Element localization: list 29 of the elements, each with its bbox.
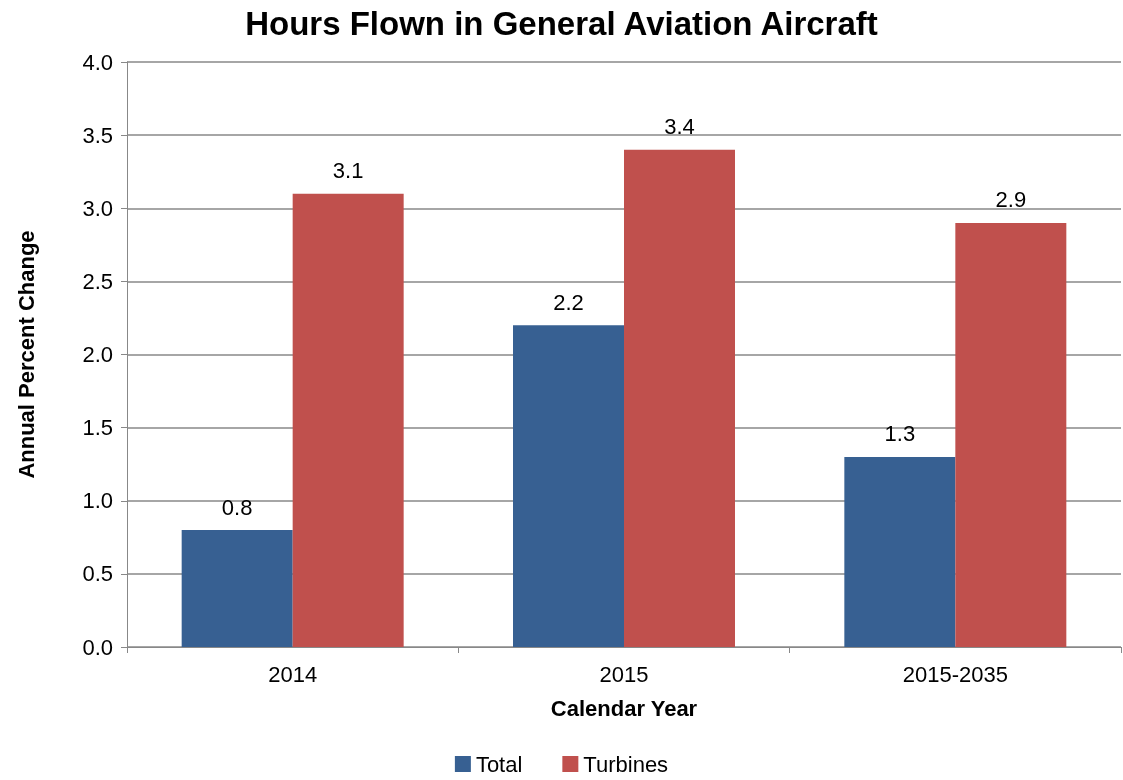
x-tick-label: 2015-2035 xyxy=(902,661,1008,687)
bar xyxy=(513,325,624,647)
bar xyxy=(181,530,293,647)
y-tick-label: 0.5 xyxy=(82,561,113,587)
y-tick-label: 3.0 xyxy=(82,195,113,221)
legend-label: Turbines xyxy=(583,751,669,777)
y-tick-label: 0.0 xyxy=(82,634,113,660)
data-label: 2.9 xyxy=(995,187,1027,213)
bar xyxy=(292,193,404,647)
y-tick-label: 1.0 xyxy=(82,488,113,514)
y-tick-label: 2.0 xyxy=(82,342,113,367)
legend-label: Total xyxy=(475,751,523,777)
data-label: 1.3 xyxy=(884,421,916,447)
y-axis-title: Annual Percent Change xyxy=(13,230,39,479)
y-tick-label: 3.5 xyxy=(82,122,113,148)
data-label: 3.1 xyxy=(332,158,364,184)
y-tick-label: 2.5 xyxy=(82,268,113,294)
y-tick-label: 4.0 xyxy=(82,49,113,75)
bar xyxy=(844,456,956,647)
y-tick-label: 1.5 xyxy=(82,415,113,441)
bar xyxy=(624,149,735,647)
data-label: 3.4 xyxy=(664,114,695,140)
x-tick-label: 2014 xyxy=(268,661,318,687)
x-axis-title: Calendar Year xyxy=(550,695,698,721)
bar xyxy=(955,222,1067,647)
data-label: 2.2 xyxy=(553,289,584,315)
chart-title: Hours Flown in General Aviation Aircraft xyxy=(245,5,878,42)
data-label: 0.8 xyxy=(221,494,253,520)
x-tick-label: 2015 xyxy=(599,661,649,687)
